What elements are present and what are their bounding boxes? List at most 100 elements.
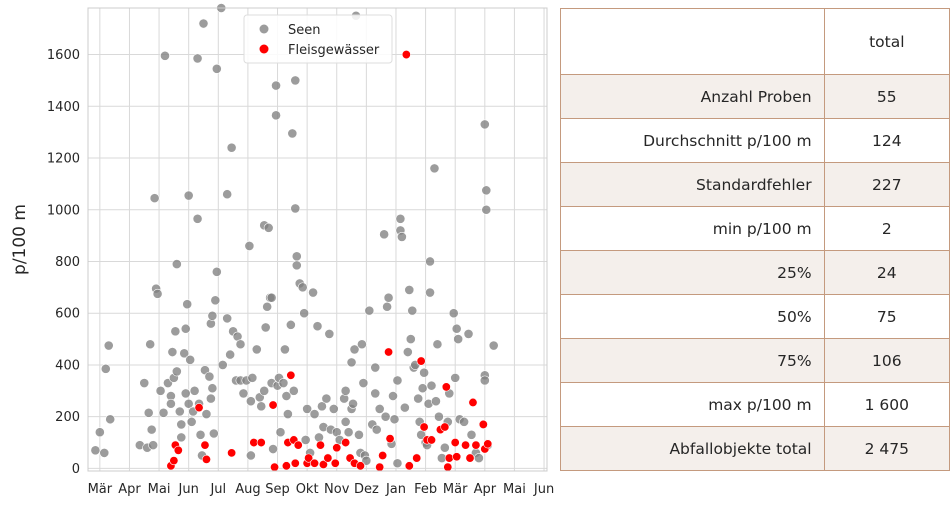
point-seen <box>155 385 166 396</box>
point-seen <box>105 414 116 425</box>
legend-box <box>243 14 393 64</box>
point-seen <box>371 424 382 435</box>
point-seen <box>479 119 490 130</box>
point-seen <box>180 388 191 399</box>
point-seen <box>210 295 221 306</box>
point-seen <box>260 322 271 333</box>
row-label: 75% <box>560 338 825 383</box>
point-seen <box>103 340 114 351</box>
tick-labels: 0 200 400 600 800 1000 1200 1400 1600 Mär Apr Mai Ju… <box>47 48 554 497</box>
point-seen <box>448 308 459 319</box>
point-seen <box>380 411 391 422</box>
point-seen <box>244 241 255 251</box>
point-seen <box>290 75 301 86</box>
point-seen <box>225 349 236 360</box>
x-tick-label: Mär <box>88 482 113 497</box>
x-tick-label: Mär <box>443 482 468 497</box>
chart-legend: Seen Fleisgewässer <box>243 14 393 64</box>
point-seen <box>262 301 273 312</box>
row-value: 2 475 <box>823 426 950 471</box>
x-tick-label: Sep <box>265 482 290 497</box>
table-row: Durchschnitt p/100 m 124 <box>560 118 950 163</box>
point-fleisgewaesser <box>471 440 481 450</box>
data-points <box>90 3 499 472</box>
point-seen <box>285 319 296 330</box>
point-seen <box>291 260 302 271</box>
point-seen <box>268 444 278 454</box>
point-seen <box>340 385 351 396</box>
point-seen <box>192 53 203 64</box>
point-seen <box>404 285 415 295</box>
x-tick-label: Jul <box>209 482 226 497</box>
point-seen <box>205 393 216 404</box>
point-fleisgewaesser <box>452 452 462 462</box>
point-seen <box>171 259 182 269</box>
row-label: 50% <box>560 294 825 339</box>
point-fleisgewaesser <box>444 453 454 463</box>
point-fleisgewaesser <box>268 400 278 410</box>
point-seen <box>450 372 461 383</box>
y-tick-label: 1000 <box>47 203 80 218</box>
y-axis-title: p/100 m <box>10 204 30 275</box>
x-tick-label: Jan <box>385 482 406 497</box>
point-seen <box>324 329 335 339</box>
point-seen <box>183 190 194 201</box>
y-tick-label: 0 <box>72 462 80 477</box>
x-tick-label: Feb <box>414 482 437 497</box>
point-fleisgewaesser <box>315 440 325 450</box>
point-seen <box>198 18 209 29</box>
point-seen <box>160 50 170 61</box>
row-value: 2 <box>823 206 950 251</box>
x-tick-label: Mai <box>503 482 526 497</box>
point-seen <box>189 385 200 396</box>
table-row: 50% 75 <box>560 294 950 339</box>
y-tick-label: 1200 <box>47 152 80 167</box>
point-seen <box>466 429 477 440</box>
point-seen <box>211 63 222 74</box>
point-fleisgewaesser <box>378 450 388 460</box>
grid-lines <box>88 8 547 471</box>
point-seen <box>195 429 206 440</box>
point-seen <box>201 409 212 419</box>
point-seen <box>139 378 150 388</box>
point-seen <box>266 292 277 303</box>
point-seen <box>392 458 403 469</box>
row-label: max p/100 m <box>560 382 825 427</box>
point-seen <box>358 378 369 388</box>
point-seen <box>94 427 105 438</box>
x-tick-label: Jun <box>533 482 554 497</box>
point-seen <box>222 189 233 200</box>
legend-swatch-seen <box>259 24 269 34</box>
point-seen <box>389 414 400 425</box>
table-header-row: total <box>560 8 950 75</box>
point-seen <box>361 455 372 466</box>
point-seen <box>439 442 450 453</box>
point-seen <box>463 329 474 339</box>
point-seen <box>370 362 381 373</box>
point-seen <box>251 344 262 355</box>
point-seen <box>171 366 182 377</box>
point-fleisgewaesser <box>468 397 478 407</box>
point-fleisgewaesser <box>341 438 351 448</box>
table-row: 75% 106 <box>560 338 950 383</box>
x-tick-label: Aug <box>235 482 260 497</box>
point-seen <box>413 393 424 404</box>
point-seen <box>395 213 406 224</box>
point-fleisgewaesser <box>375 462 385 472</box>
point-seen <box>402 347 413 357</box>
point-seen <box>192 213 203 224</box>
row-value: 24 <box>823 250 950 295</box>
point-fleisgewaesser <box>355 461 365 471</box>
point-fleisgewaesser <box>440 422 450 432</box>
point-seen <box>259 385 270 396</box>
point-seen <box>321 393 332 404</box>
point-fleisgewaesser <box>465 453 475 463</box>
point-fleisgewaesser <box>227 448 237 458</box>
point-seen <box>287 128 298 139</box>
point-seen <box>312 321 323 332</box>
point-seen <box>174 406 185 417</box>
point-seen <box>481 185 492 196</box>
point-seen <box>207 383 218 394</box>
point-fleisgewaesser <box>384 347 394 357</box>
point-seen <box>451 323 462 334</box>
